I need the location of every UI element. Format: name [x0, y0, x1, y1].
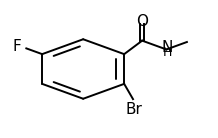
- Text: F: F: [12, 39, 21, 54]
- Text: O: O: [136, 14, 148, 29]
- Text: Br: Br: [126, 102, 143, 117]
- Text: H: H: [163, 46, 172, 59]
- Text: N: N: [162, 39, 173, 55]
